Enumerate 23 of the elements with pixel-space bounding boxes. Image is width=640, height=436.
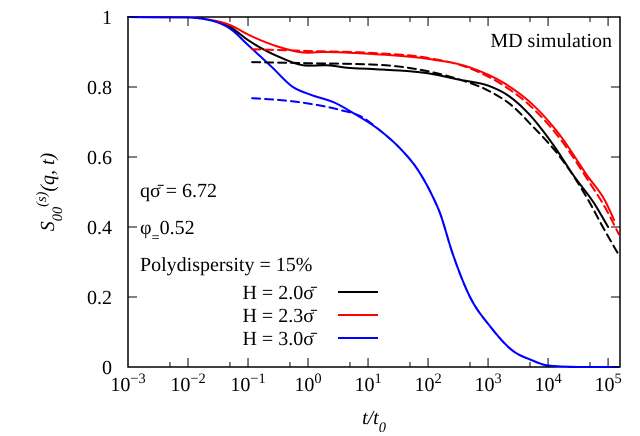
x-tick-label: 10$^{5}$	[594, 371, 622, 396]
x-tick-label: 10$^{3}$	[474, 371, 502, 396]
legend-label: H = 2.0σ̄	[242, 282, 318, 304]
legend-label: H = 2.3σ̄	[242, 305, 318, 327]
x-tick-label: 10$^{−3}$	[110, 371, 146, 396]
x-tick-label: 10$^{2}$	[414, 371, 442, 396]
annotation: φ$_{=}$0.52	[140, 217, 195, 246]
y-tick-label: 0.6	[87, 147, 112, 169]
x-axis-title: t/t$_{0}$	[362, 407, 387, 436]
annotation: qσ̄ = 6.72	[140, 180, 218, 202]
x-tick-label: 10$^{1}$	[354, 371, 382, 396]
x-tick-label: 10$^{0}$	[294, 371, 322, 396]
x-tick-label: 10$^{4}$	[534, 371, 562, 396]
x-tick-label: 10$^{−2}$	[170, 371, 206, 396]
y-tick-label: 0.2	[87, 287, 112, 309]
annotation: Polydispersity = 15%	[140, 254, 312, 276]
y-tick-label: 0	[102, 357, 112, 379]
annotation: MD simulation	[490, 30, 612, 52]
legend-label: H = 3.0σ̄	[242, 328, 318, 350]
y-tick-label: 1	[102, 7, 112, 29]
y-tick-label: 0.8	[87, 77, 112, 99]
y-tick-label: 0.4	[87, 217, 112, 239]
x-tick-label: 10$^{−1}$	[230, 371, 266, 396]
